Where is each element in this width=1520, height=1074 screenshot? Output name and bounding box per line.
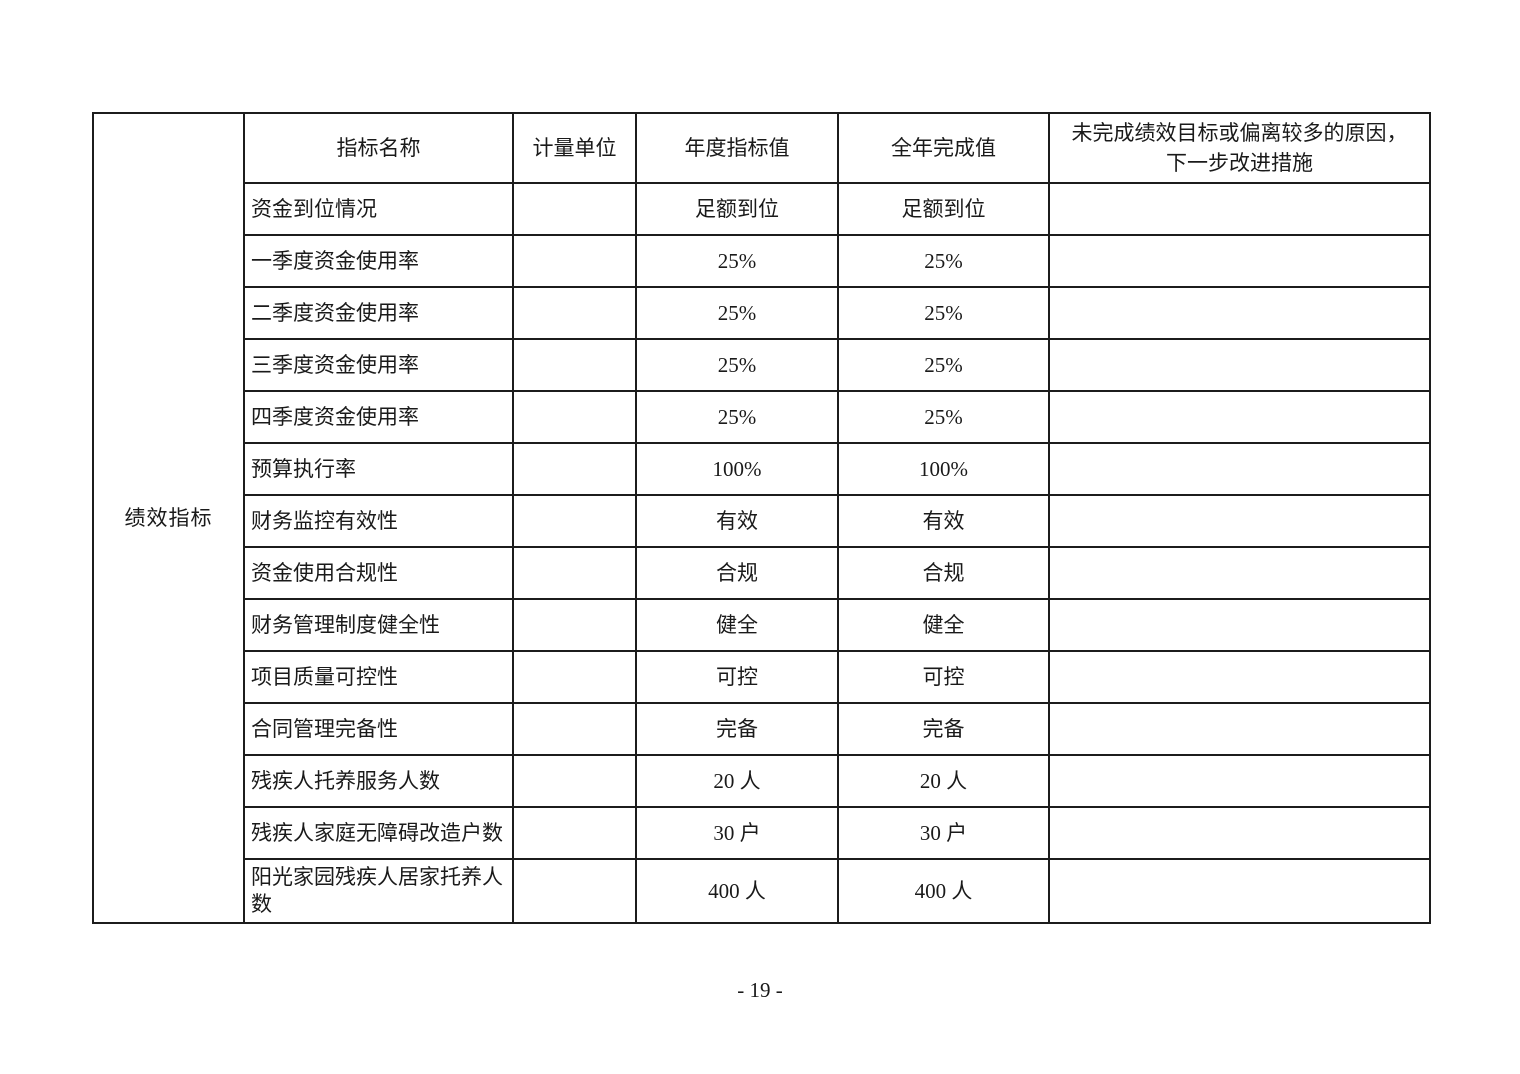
annual-target-cell: 健全 [635, 598, 839, 652]
annual-completed-cell: 合规 [837, 546, 1050, 600]
annual-target-cell: 完备 [635, 702, 839, 756]
measure-unit-cell [512, 234, 637, 288]
indicator-name-cell: 财务管理制度健全性 [243, 598, 514, 652]
annual-completed-cell: 完备 [837, 702, 1050, 756]
indicator-name-cell: 三季度资金使用率 [243, 338, 514, 392]
deviation-reason-cell [1048, 442, 1431, 496]
deviation-reason-cell [1048, 754, 1431, 808]
deviation-reason-cell [1048, 806, 1431, 860]
table-row: 阳光家园残疾人居家托养人数 400 人 400 人 [93, 858, 1431, 924]
measure-unit-cell [512, 390, 637, 444]
annual-completed-cell: 25% [837, 338, 1050, 392]
header-annual-target-value: 年度指标值 [635, 112, 839, 184]
indicator-name-cell: 预算执行率 [243, 442, 514, 496]
header-annual-completed-value: 全年完成值 [837, 112, 1050, 184]
row-group-label: 绩效指标 [92, 112, 245, 924]
measure-unit-cell [512, 598, 637, 652]
table-row: 资金使用合规性 合规 合规 [93, 546, 1431, 600]
annual-completed-cell: 100% [837, 442, 1050, 496]
measure-unit-cell [512, 650, 637, 704]
annual-target-cell: 合规 [635, 546, 839, 600]
indicator-name-cell: 阳光家园残疾人居家托养人数 [243, 858, 514, 924]
annual-completed-cell: 20 人 [837, 754, 1050, 808]
header-measure-unit: 计量单位 [512, 112, 637, 184]
annual-completed-cell: 足额到位 [837, 182, 1050, 236]
indicator-name-cell: 项目质量可控性 [243, 650, 514, 704]
table-row: 项目质量可控性 可控 可控 [93, 650, 1431, 704]
indicator-name-cell: 合同管理完备性 [243, 702, 514, 756]
annual-target-cell: 25% [635, 390, 839, 444]
deviation-reason-cell [1048, 390, 1431, 444]
annual-completed-cell: 25% [837, 286, 1050, 340]
indicator-name-cell: 资金使用合规性 [243, 546, 514, 600]
measure-unit-cell [512, 494, 637, 548]
deviation-reason-cell [1048, 338, 1431, 392]
table-row: 一季度资金使用率 25% 25% [93, 234, 1431, 288]
annual-target-cell: 足额到位 [635, 182, 839, 236]
header-deviation-reason: 未完成绩效目标或偏离较多的原因， 下一步改进措施 [1048, 112, 1431, 184]
table-row: 合同管理完备性 完备 完备 [93, 702, 1431, 756]
deviation-reason-cell [1048, 858, 1431, 924]
deviation-reason-cell [1048, 234, 1431, 288]
measure-unit-cell [512, 858, 637, 924]
table-header-row: 绩效指标 指标名称 计量单位 年度指标值 全年完成值 未完成绩效目标或偏离较多的… [92, 112, 1431, 924]
table-row: 残疾人家庭无障碍改造户数 30 户 30 户 [93, 806, 1431, 860]
measure-unit-cell [512, 286, 637, 340]
table-row: 预算执行率 100% 100% [93, 442, 1431, 496]
table-row: 二季度资金使用率 25% 25% [93, 286, 1431, 340]
table-row: 残疾人托养服务人数 20 人 20 人 [93, 754, 1431, 808]
table-row: 财务监控有效性 有效 有效 [93, 494, 1431, 548]
annual-target-cell: 400 人 [635, 858, 839, 924]
deviation-reason-cell [1048, 494, 1431, 548]
deviation-reason-cell [1048, 702, 1431, 756]
annual-completed-cell: 25% [837, 234, 1050, 288]
annual-completed-cell: 健全 [837, 598, 1050, 652]
indicator-name-cell: 残疾人托养服务人数 [243, 754, 514, 808]
annual-completed-cell: 可控 [837, 650, 1050, 704]
measure-unit-cell [512, 546, 637, 600]
deviation-reason-cell [1048, 546, 1431, 600]
annual-completed-cell: 有效 [837, 494, 1050, 548]
table-row: 三季度资金使用率 25% 25% [93, 338, 1431, 392]
indicator-name-cell: 资金到位情况 [243, 182, 514, 236]
measure-unit-cell [512, 338, 637, 392]
page-number: - 19 - [737, 978, 783, 1002]
table-row: 四季度资金使用率 25% 25% [93, 390, 1431, 444]
table-row: 财务管理制度健全性 健全 健全 [93, 598, 1431, 652]
deviation-reason-cell [1048, 598, 1431, 652]
annual-target-cell: 100% [635, 442, 839, 496]
annual-target-cell: 有效 [635, 494, 839, 548]
measure-unit-cell [512, 182, 637, 236]
indicator-name-cell: 二季度资金使用率 [243, 286, 514, 340]
annual-target-cell: 20 人 [635, 754, 839, 808]
indicator-name-cell: 四季度资金使用率 [243, 390, 514, 444]
measure-unit-cell [512, 806, 637, 860]
annual-target-cell: 25% [635, 286, 839, 340]
annual-target-cell: 30 户 [635, 806, 839, 860]
deviation-reason-cell [1048, 286, 1431, 340]
annual-completed-cell: 25% [837, 390, 1050, 444]
measure-unit-cell [512, 702, 637, 756]
table-row: 资金到位情况 足额到位 足额到位 [93, 182, 1431, 236]
performance-indicators-table: 绩效指标 指标名称 计量单位 年度指标值 全年完成值 未完成绩效目标或偏离较多的… [92, 112, 1431, 924]
header-indicator-name: 指标名称 [243, 112, 514, 184]
annual-target-cell: 25% [635, 338, 839, 392]
measure-unit-cell [512, 754, 637, 808]
indicator-name-cell: 残疾人家庭无障碍改造户数 [243, 806, 514, 860]
measure-unit-cell [512, 442, 637, 496]
annual-completed-cell: 400 人 [837, 858, 1050, 924]
indicator-name-cell: 一季度资金使用率 [243, 234, 514, 288]
annual-completed-cell: 30 户 [837, 806, 1050, 860]
deviation-reason-cell [1048, 182, 1431, 236]
indicator-name-cell: 财务监控有效性 [243, 494, 514, 548]
annual-target-cell: 25% [635, 234, 839, 288]
deviation-reason-cell [1048, 650, 1431, 704]
annual-target-cell: 可控 [635, 650, 839, 704]
